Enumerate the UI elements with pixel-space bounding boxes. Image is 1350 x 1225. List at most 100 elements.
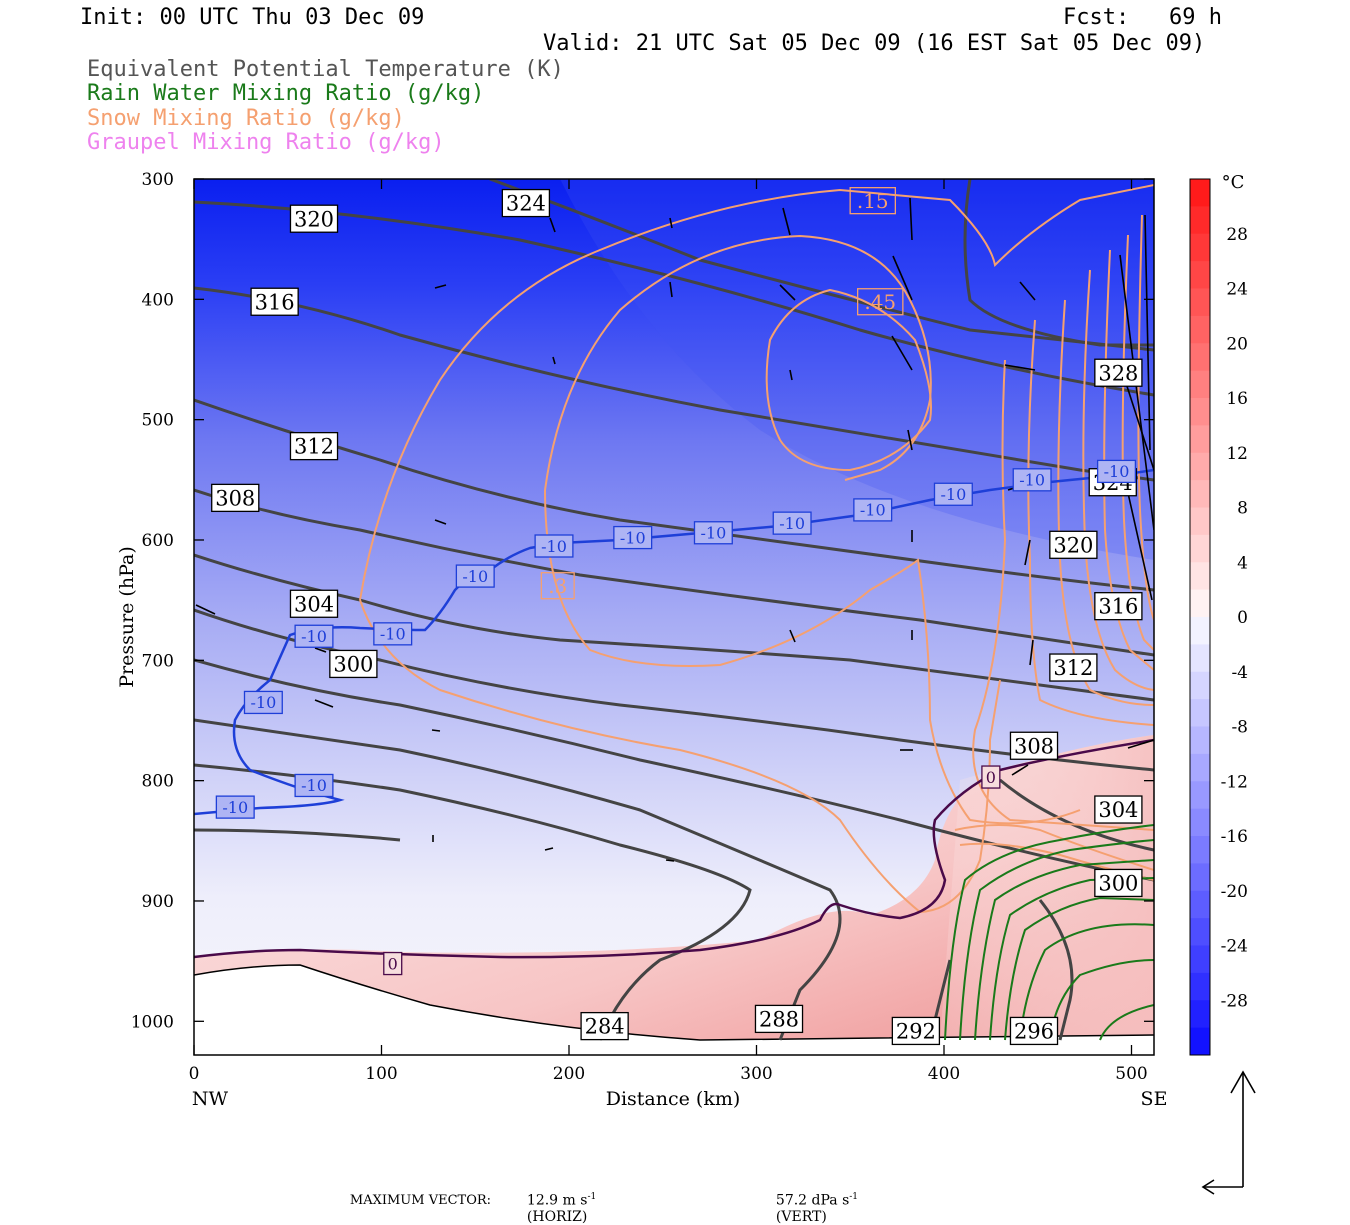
theta-e-label-text: 296 [1014, 1019, 1054, 1043]
isotherm-minus10-label: -10 [693, 521, 733, 545]
wind-vector [669, 281, 673, 298]
isotherm-minus10-label-box [933, 482, 973, 506]
snow-label: .45 [857, 288, 904, 316]
theta-e-label-box [501, 188, 551, 218]
snow-label-text: .15 [857, 189, 889, 213]
max-vector-vert-exp: -1 [849, 1192, 859, 1202]
theta-e-label-text: 320 [1053, 533, 1093, 557]
theta-e-contour-324 [489, 179, 1154, 352]
isotherm-minus10-label: -10 [294, 624, 334, 648]
colorbar-tick-label: -20 [1221, 882, 1248, 902]
theta-e-label-box [1009, 1016, 1059, 1046]
y-tick-label: 1000 [131, 1012, 174, 1032]
isotherm-minus10-label: -10 [534, 534, 574, 558]
theta-e-label: 304 [1094, 795, 1143, 824]
colorbar-swatch [1190, 753, 1210, 782]
y-tick-label: 700 [142, 651, 174, 671]
colorbar: 28 24 20 16 12 8 4 0 -4 -8 -12 -16 -20 -24 -28 [1189, 178, 1248, 1056]
isotherm-minus10-label-box [294, 624, 334, 648]
wind-vector [434, 519, 447, 525]
forecast-hour: Fcst: 69 h [1063, 5, 1222, 30]
theta-e-label-text: 316 [1098, 595, 1138, 619]
isotherm-minus10-label-box [693, 521, 733, 545]
theta-e-contour-296-right [999, 778, 1154, 852]
snow-label-text: .3 [548, 574, 567, 598]
theta-e-label-text: 292 [896, 1019, 936, 1043]
theta-e-contour-308 [194, 488, 1154, 657]
isotherm-minus10-label: -10 [215, 795, 255, 819]
snow-contour-outer [359, 184, 1154, 601]
isotherm-minus10-label-box [294, 773, 334, 798]
theta-e-label-box [211, 483, 260, 513]
theta-e-label: 300 [329, 649, 378, 679]
y-tick-label: 600 [142, 531, 174, 551]
snow-label: .15 [849, 187, 897, 215]
y-tick-label: 500 [142, 411, 174, 431]
theta-e-label: 304 [289, 589, 339, 618]
x-axis: 0 100 200 300 400 500 [189, 179, 1148, 1084]
theta-e-label: 300 [1094, 868, 1143, 898]
theta-e-label: 320 [289, 204, 339, 233]
theta-e-label: 316 [1094, 592, 1143, 621]
y-tick-label: 900 [142, 892, 174, 912]
theta-e-contour-292 [194, 718, 842, 1041]
snow-contour-low [954, 824, 1154, 871]
theta-e-label: 288 [754, 1004, 804, 1034]
warm-region-shading [194, 735, 1154, 1055]
colorbar-swatch [1190, 918, 1210, 946]
isotherm-minus10-label: -10 [1096, 459, 1137, 484]
theta-e-label-box [891, 1016, 941, 1046]
colorbar-swatch [1190, 233, 1210, 262]
rain-contour-6 [1019, 923, 1154, 1041]
theta-e-label-text: 324 [506, 192, 546, 216]
theta-e-contour-316 [194, 286, 1154, 482]
isotherm-minus10-label-box [1012, 468, 1052, 492]
theta-e-label-box [1094, 868, 1143, 898]
theta-e-label-box [250, 287, 299, 316]
wind-vector [314, 647, 327, 653]
wind-vector [1029, 639, 1034, 666]
theta-e-label-text: 300 [1098, 871, 1138, 895]
rain-contour-8 [1099, 1004, 1154, 1041]
theta-e-label-text: 308 [1014, 734, 1054, 758]
snow-contour-mid-lower [544, 489, 1081, 825]
max-vector-footer: MAXIMUM VECTOR: [341, 1176, 491, 1208]
wind-vector [1019, 281, 1036, 301]
colorbar-tick-label: -12 [1221, 772, 1248, 792]
colorbar-swatch [1190, 863, 1210, 892]
colorbar-swatch [1190, 726, 1210, 755]
isotherm-labels: -10 -10 -10 -10 -10 -10 -10 -10 -10 -10 -10 -10 -10 -… [215, 459, 1137, 976]
theta-e-label-box [1094, 795, 1143, 824]
isotherm-zero-label-box [981, 765, 1001, 789]
theta-e-label: 316 [250, 287, 299, 316]
theta-e-label-box [329, 649, 378, 679]
rain-contour-5 [1004, 896, 1154, 1041]
colorbar-swatch [1190, 1027, 1210, 1056]
valid-time: Valid: 21 UTC Sat 05 Dec 09 (16 EST Sat … [543, 31, 1206, 56]
rain-contours [944, 824, 1154, 1041]
colorbar-swatch [1190, 699, 1210, 727]
theta-e-label-text: 312 [294, 435, 334, 459]
theta-e-label-box [1049, 653, 1098, 682]
isotherm-minus10-label-text: -10 [700, 524, 726, 543]
isotherm-minus10-label-box [772, 511, 812, 535]
snow-label-text: .45 [864, 290, 896, 314]
colorbar-swatch [1190, 261, 1210, 289]
colorbar-tick-label: 0 [1237, 608, 1248, 628]
theta-e-label-box [1094, 592, 1143, 621]
colorbar-tick-label: 4 [1237, 553, 1248, 573]
snow-label-box [540, 572, 575, 600]
colorbar-swatch [1190, 398, 1210, 426]
wind-vector [434, 284, 447, 289]
theta-e-label-text: 284 [585, 1015, 625, 1039]
isotherm-minus10-label-box [215, 795, 255, 819]
colorbar-swatch [1190, 589, 1210, 618]
colorbar-tick-label: 20 [1226, 334, 1248, 354]
isotherm-minus10-label: -10 [772, 511, 812, 535]
x-tick-label: 400 [928, 1064, 960, 1084]
isotherm-minus10-label-text: -10 [380, 625, 406, 644]
y-tick-label: 300 [142, 170, 174, 190]
wind-vector [891, 335, 913, 371]
colorbar-swatch [1190, 890, 1210, 919]
snow-contour-r7 [1137, 214, 1154, 621]
